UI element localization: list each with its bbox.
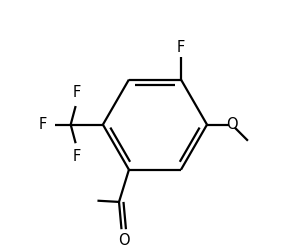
Text: F: F (73, 85, 81, 100)
Text: F: F (73, 149, 81, 164)
Text: O: O (226, 117, 238, 132)
Text: F: F (177, 40, 185, 55)
Text: O: O (118, 233, 130, 248)
Text: F: F (39, 117, 47, 132)
